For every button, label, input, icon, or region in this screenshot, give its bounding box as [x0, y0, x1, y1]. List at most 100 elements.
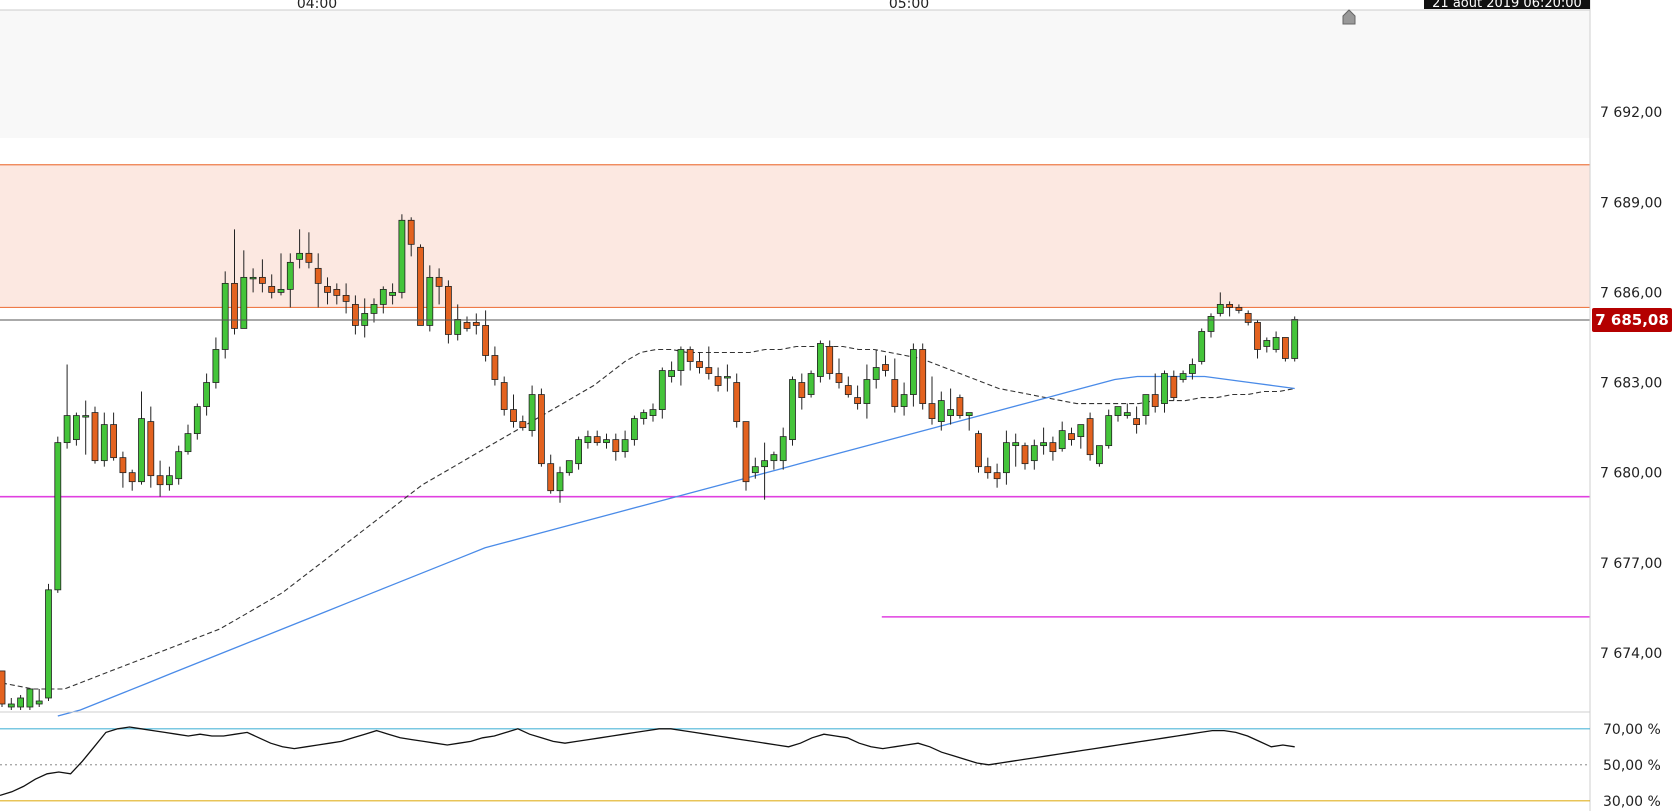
- candle: [1291, 316, 1299, 362]
- candle: [547, 454, 555, 494]
- candle: [63, 364, 71, 449]
- candle: [91, 406, 99, 464]
- candle: [631, 415, 638, 446]
- candle: [1207, 313, 1215, 338]
- candle: [770, 451, 778, 470]
- candle: [1003, 430, 1010, 485]
- candle: [826, 340, 834, 380]
- rsi-tick-label: 70,00 %: [1603, 722, 1661, 738]
- candlesticks: [0, 214, 1299, 710]
- price-axis: 7 692,00 7 689,00 7 686,00 7 683,00 7 680,00…: [1600, 105, 1662, 662]
- candle: [17, 694, 25, 710]
- y-tick-label: 7 683,00: [1600, 376, 1662, 392]
- candle: [658, 367, 666, 419]
- candle: [175, 445, 183, 485]
- candle: [351, 295, 359, 335]
- candle: [110, 412, 117, 461]
- candle: [1198, 328, 1206, 365]
- candle: [35, 688, 43, 707]
- y-tick-label: 7 677,00: [1600, 556, 1662, 572]
- candle: [984, 457, 992, 479]
- candle: [240, 250, 248, 329]
- candle: [677, 346, 685, 386]
- candle: [156, 460, 164, 497]
- candle: [1179, 370, 1187, 383]
- candle: [724, 364, 731, 392]
- scroll-marker-icon[interactable]: [1342, 9, 1356, 25]
- candle: [510, 394, 517, 428]
- candle: [491, 346, 499, 386]
- candle: [1086, 412, 1094, 461]
- y-tick-label: 7 689,00: [1600, 195, 1662, 211]
- candle: [686, 346, 694, 371]
- candle: [668, 361, 675, 383]
- candle: [882, 355, 889, 377]
- date-badge: 21 août 2019 06:20:00: [1424, 0, 1590, 11]
- candle: [714, 367, 722, 392]
- candle: [928, 376, 936, 425]
- candle: [593, 430, 601, 446]
- candle: [919, 343, 927, 410]
- horizontal-levels: [0, 495, 1590, 618]
- current-price-label: 7 685,08: [1595, 311, 1669, 329]
- candle: [844, 376, 852, 398]
- y-tick-label: 7 680,00: [1600, 466, 1662, 482]
- candle: [807, 370, 815, 398]
- candle: [937, 391, 945, 431]
- candle: [342, 283, 350, 314]
- candle: [1161, 370, 1168, 413]
- candle: [1142, 394, 1150, 425]
- candle: [1170, 370, 1178, 401]
- candle: [296, 229, 304, 269]
- candle: [249, 268, 257, 293]
- candle: [1244, 310, 1252, 326]
- candle: [733, 373, 741, 428]
- candle: [454, 304, 462, 341]
- candle: [1096, 445, 1103, 467]
- candle: [7, 697, 15, 710]
- y-tick-label: 7 686,00: [1600, 285, 1662, 301]
- candle: [100, 412, 108, 467]
- candle: [1021, 442, 1029, 470]
- candle: [910, 343, 917, 407]
- candle: [1058, 421, 1066, 452]
- candle: [258, 259, 266, 293]
- x-tick-label: 05:00: [889, 0, 929, 12]
- candle: [0, 670, 6, 707]
- candle: [407, 217, 415, 257]
- candle: [584, 430, 592, 449]
- candle: [324, 277, 331, 305]
- candle: [1216, 292, 1224, 317]
- candle: [872, 349, 880, 389]
- candle: [379, 286, 387, 314]
- candle: [119, 451, 127, 488]
- candle: [965, 412, 973, 431]
- candle: [1272, 331, 1280, 353]
- candle: [798, 373, 806, 410]
- rsi-tick-label: 30,00 %: [1603, 794, 1661, 810]
- candle: [1282, 337, 1289, 362]
- candle: [54, 436, 62, 593]
- candle: [314, 253, 322, 308]
- candle: [444, 280, 452, 344]
- candle: [1254, 319, 1261, 359]
- candle: [779, 427, 787, 470]
- candle: [165, 466, 173, 491]
- candle: [389, 283, 397, 305]
- candle: [45, 583, 52, 701]
- candle: [268, 274, 276, 299]
- candle: [863, 364, 871, 419]
- date-label: 21 août 2019 06:20:00: [1432, 0, 1582, 11]
- candle: [640, 409, 648, 425]
- candle: [73, 412, 80, 446]
- candle: [1068, 427, 1075, 446]
- y-tick-label: 7 674,00: [1600, 646, 1662, 662]
- candle: [1049, 436, 1057, 461]
- candle: [221, 271, 229, 359]
- candle: [1040, 427, 1047, 455]
- ma-blue-line: [57, 375, 1295, 717]
- candle: [854, 385, 861, 410]
- candle: [398, 214, 406, 299]
- candle: [82, 400, 90, 455]
